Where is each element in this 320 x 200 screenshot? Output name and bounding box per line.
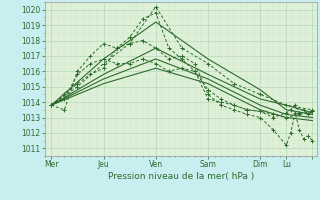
X-axis label: Pression niveau de la mer( hPa ): Pression niveau de la mer( hPa )	[108, 172, 254, 181]
